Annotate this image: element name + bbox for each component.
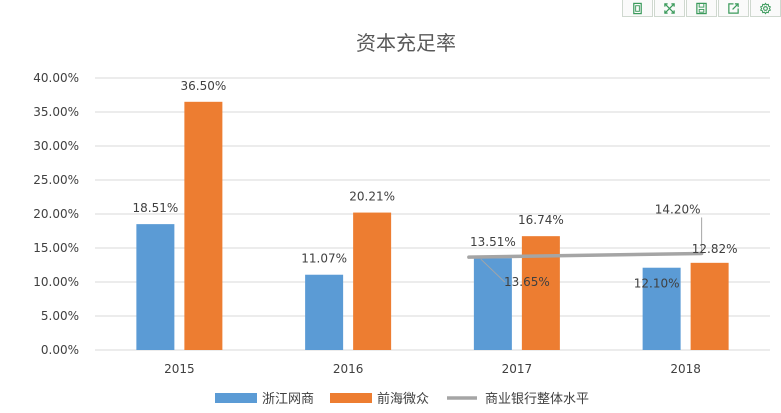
bar: [136, 224, 175, 350]
line-data-label: 14.20%: [655, 202, 701, 216]
settings-icon: [759, 1, 772, 15]
fullscreen-icon: [664, 2, 675, 14]
legend-swatch: [330, 393, 372, 403]
data-label: 16.74%: [518, 213, 564, 227]
share-button[interactable]: [718, 0, 749, 17]
line-series-path: [467, 251, 704, 259]
x-axis: 2015 2016 2017 2018: [164, 362, 701, 376]
bars: [136, 101, 729, 350]
x-tick-label: 2016: [333, 362, 364, 376]
data-label: 12.10%: [634, 277, 680, 291]
legend-label: 前海微众: [377, 391, 429, 407]
data-label: 18.51%: [132, 201, 178, 215]
legend-swatch: [215, 393, 257, 403]
bar: [521, 236, 560, 350]
fit-button[interactable]: [622, 0, 653, 17]
y-tick-label: 15.00%: [33, 241, 79, 255]
data-label: 20.21%: [349, 190, 395, 204]
y-tick-label: 10.00%: [33, 275, 79, 289]
bar: [184, 101, 223, 350]
bar: [473, 258, 512, 350]
legend: 浙江网商 前海微众 商业银行整体水平: [215, 391, 589, 407]
data-labels: 18.51% 11.07% 13.51% 12.10% 36.50% 20.21% 16.7…: [132, 79, 737, 291]
bar: [305, 274, 344, 350]
x-tick-label: 2018: [670, 362, 701, 376]
fit-icon: [633, 2, 642, 14]
chart-toolbar: [621, 0, 781, 17]
line-data-label: 13.65%: [504, 275, 550, 289]
bar: [642, 267, 681, 350]
x-tick-label: 2017: [502, 362, 533, 376]
save-icon: [696, 2, 707, 14]
data-label: 12.82%: [692, 242, 738, 256]
y-tick-label: 40.00%: [33, 71, 79, 85]
share-icon: [728, 2, 739, 14]
y-tick-label: 35.00%: [33, 105, 79, 119]
line-series: [467, 217, 704, 283]
legend-label: 浙江网商: [262, 392, 314, 407]
y-tick-label: 0.00%: [41, 343, 79, 357]
y-tick-label: 25.00%: [33, 173, 79, 187]
x-tick-label: 2015: [164, 362, 195, 376]
data-label: 36.50%: [180, 79, 226, 93]
legend-label: 商业银行整体水平: [485, 392, 589, 407]
y-tick-label: 5.00%: [41, 309, 79, 323]
y-axis: 0.00% 5.00% 10.00% 15.00% 20.00% 25.00% 30.00%…: [33, 71, 79, 357]
data-label: 13.51%: [470, 235, 516, 249]
chart-title: 资本充足率: [356, 31, 456, 55]
leader-line: [480, 258, 506, 283]
bar: [353, 212, 392, 350]
data-label: 11.07%: [301, 252, 347, 266]
y-tick-label: 30.00%: [33, 139, 79, 153]
save-button[interactable]: [686, 0, 717, 17]
bar: [690, 262, 729, 350]
fullscreen-button[interactable]: [654, 0, 685, 17]
y-tick-label: 20.00%: [33, 207, 79, 221]
